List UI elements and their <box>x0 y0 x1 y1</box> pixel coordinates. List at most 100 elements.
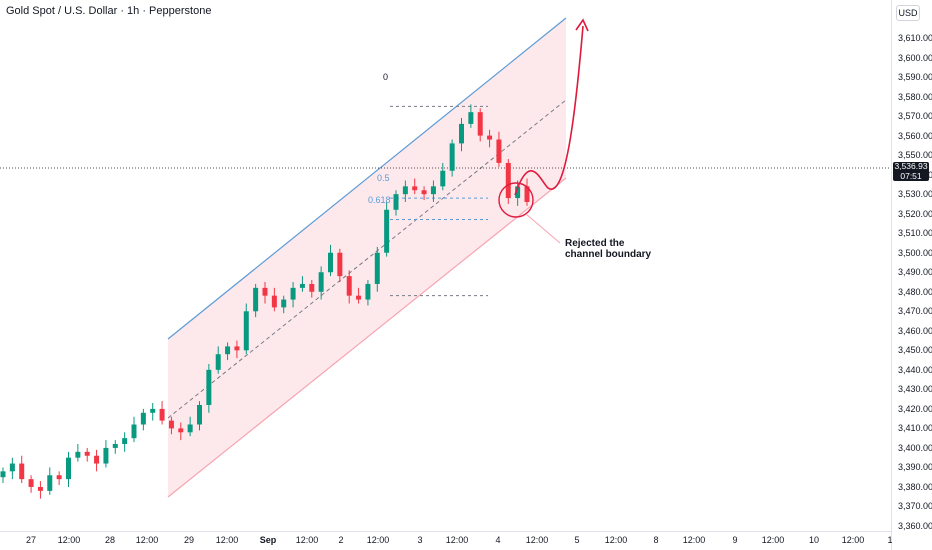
candle-body <box>37 486 43 491</box>
candle <box>103 440 109 468</box>
candle <box>487 129 493 148</box>
channel-fill <box>168 18 566 497</box>
candle-body <box>168 420 174 429</box>
candle <box>412 178 418 195</box>
price-axis-label: 3,570.00 <box>898 111 932 122</box>
candle-body <box>299 283 305 288</box>
price-axis-label: 3,490.00 <box>898 267 932 278</box>
price-axis-label: 3,360.00 <box>898 521 932 531</box>
candle-body <box>309 283 315 292</box>
candle-body <box>402 186 408 195</box>
candle <box>84 447 90 462</box>
candle <box>290 282 296 308</box>
time-axis-label: 12:00 <box>366 535 390 545</box>
candle <box>225 342 231 361</box>
candle-body <box>346 276 352 296</box>
candle-body <box>243 311 249 351</box>
candle-body <box>56 475 62 480</box>
candle <box>459 118 464 152</box>
channel-lower-line <box>167 177 567 498</box>
candle <box>9 457 15 480</box>
time-axis-label: 27 <box>25 535 37 545</box>
candle <box>19 455 25 484</box>
candle-body <box>393 194 399 210</box>
candle-body <box>131 424 137 439</box>
price-axis-label: 3,550.00 <box>898 150 932 161</box>
candle <box>356 287 362 304</box>
candle-body <box>0 471 6 478</box>
currency-button[interactable]: USD <box>896 5 920 21</box>
candle-body <box>84 451 90 456</box>
time-axis-label: 12:00 <box>682 535 706 545</box>
price-axis-label: 3,430.00 <box>898 384 932 395</box>
candle <box>122 432 128 452</box>
price-axis-label: 3,380.00 <box>898 481 932 492</box>
candle-body <box>477 112 483 136</box>
time-axis-label: 28 <box>104 535 116 545</box>
candle-body <box>94 455 100 464</box>
price-chart[interactable] <box>0 0 891 531</box>
candle <box>253 283 259 318</box>
candle <box>299 276 305 292</box>
channel-upper-line <box>167 17 567 340</box>
time-axis-label: 12:00 <box>604 535 628 545</box>
candle-body <box>468 112 474 124</box>
price-axis-label: 3,420.00 <box>898 403 932 414</box>
price-axis-label: 3,440.00 <box>898 364 932 375</box>
candle <box>365 280 371 306</box>
price-axis-label: 3,610.00 <box>898 33 932 43</box>
price-axis-label: 3,510.00 <box>898 228 932 239</box>
last-price-tag: 3,536.93 07:51 <box>893 161 929 181</box>
candle-body <box>47 475 53 491</box>
candle <box>309 280 315 298</box>
price-axis-label: 3,560.00 <box>898 130 932 141</box>
time-axis-label: 2 <box>338 535 344 545</box>
candle-body <box>515 186 521 199</box>
candle-body <box>337 252 343 277</box>
candle-body <box>234 346 240 351</box>
time-axis-label: 9 <box>732 535 738 545</box>
symbol-title[interactable]: Gold Spot / U.S. Dollar · 1h · Peppersto… <box>6 5 212 17</box>
annotation-leader-line <box>525 213 561 244</box>
candle <box>243 303 249 355</box>
price-axis-label: 3,400.00 <box>898 442 932 453</box>
time-axis-label: 8 <box>653 535 659 545</box>
candle-body <box>206 369 212 405</box>
candle <box>197 401 202 431</box>
candle <box>328 244 333 277</box>
candle <box>346 270 352 304</box>
candle <box>515 180 521 206</box>
candle <box>215 346 221 374</box>
candle <box>140 408 146 431</box>
chart-annotation[interactable]: Rejected the channel boundary <box>565 238 651 260</box>
candle-body <box>328 252 333 273</box>
time-axis-label: 4 <box>495 535 501 545</box>
time-axis-label: 12:00 <box>525 535 549 545</box>
candle <box>262 282 268 304</box>
candle-body <box>271 295 277 308</box>
candle <box>468 104 474 128</box>
price-axis-label: 3,600.00 <box>898 52 932 63</box>
candle-body <box>440 170 446 187</box>
candle-body <box>412 186 418 191</box>
channel-median-line <box>167 99 567 419</box>
candle-body <box>430 186 436 195</box>
candle <box>94 449 100 472</box>
candle <box>449 139 455 177</box>
candle <box>477 108 483 142</box>
candle-body <box>253 287 259 312</box>
candle-body <box>215 354 221 370</box>
candle-body <box>197 404 202 425</box>
annotation-line-2: channel boundary <box>565 249 652 260</box>
price-axis-label: 3,460.00 <box>898 325 932 336</box>
candle-body <box>384 209 390 253</box>
candle <box>421 186 427 201</box>
candle-body <box>487 135 493 140</box>
candle-body <box>150 408 156 413</box>
price-axis-label: 3,520.00 <box>898 208 932 219</box>
candle-body <box>103 447 109 464</box>
candle <box>524 178 530 206</box>
candle-body <box>19 463 25 480</box>
price-axis-label: 3,390.00 <box>898 462 932 473</box>
